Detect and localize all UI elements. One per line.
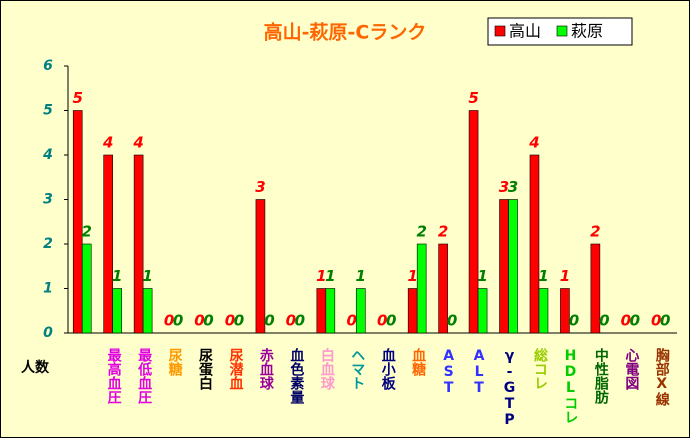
bar <box>72 110 83 334</box>
x-tick-label: 総コレ <box>532 347 548 390</box>
value-label: 0 <box>173 312 183 330</box>
x-tick-label: 最低血圧 <box>136 347 153 405</box>
value-label: 0 <box>377 312 387 330</box>
value-label: 0 <box>599 312 609 330</box>
value-label: 1 <box>560 267 570 285</box>
bar <box>81 243 92 334</box>
bar <box>255 199 266 334</box>
x-tick-label: 尿蛋白 <box>197 348 213 391</box>
value-label: 1 <box>142 267 152 285</box>
x-tick-label: 最高血圧 <box>106 347 122 405</box>
y-tick-label: 3 <box>43 192 53 208</box>
value-label: 3 <box>508 178 518 196</box>
value-label: 2 <box>82 223 92 241</box>
bar <box>477 288 488 334</box>
bar <box>112 288 122 334</box>
value-label: 1 <box>325 267 335 285</box>
x-tick-label: γ-GTP <box>502 348 518 428</box>
value-label: 1 <box>356 267 366 285</box>
x-tick-label: 血糖 <box>410 347 426 377</box>
value-label: 3 <box>499 178 509 196</box>
x-tick-label: 中性脂肪 <box>593 347 610 405</box>
x-tick-label: 血色素量 <box>288 347 304 405</box>
x-tick-label: HDLコレ <box>562 348 578 424</box>
value-label: 4 <box>102 134 113 152</box>
x-tick-label: 胸部X線 <box>654 347 670 407</box>
y-tick-label: 1 <box>43 281 53 297</box>
value-label: 0 <box>630 312 640 330</box>
x-tick-label: ヘマト <box>349 348 365 390</box>
value-label: 4 <box>132 134 143 152</box>
y-tick-label: 5 <box>43 103 53 119</box>
value-label: 0 <box>651 312 661 330</box>
x-tick-label: AST <box>441 348 457 396</box>
value-label: 0 <box>386 312 396 330</box>
value-label: 0 <box>164 312 174 330</box>
y-tick-label: 0 <box>43 325 53 341</box>
bar <box>529 154 540 334</box>
bar <box>590 243 601 334</box>
value-label: 1 <box>316 267 326 285</box>
legend-label: 高山 <box>509 22 541 41</box>
x-tick-label: 尿糖 <box>167 348 183 377</box>
value-label: 0 <box>660 312 670 330</box>
value-label: 0 <box>264 312 274 330</box>
value-label: 0 <box>295 312 305 330</box>
bar <box>355 288 366 334</box>
bar <box>316 288 327 334</box>
value-label: 1 <box>477 267 487 285</box>
bar <box>407 288 418 334</box>
value-label: 1 <box>407 267 417 285</box>
x-tick-label: 白血球 <box>319 347 335 391</box>
x-tick-label: 血小板 <box>380 347 396 391</box>
value-label: 0 <box>234 312 244 330</box>
value-label: 0 <box>569 312 579 330</box>
value-label: 0 <box>347 312 357 330</box>
bar <box>538 288 549 334</box>
value-label: 0 <box>194 312 204 330</box>
bar <box>416 243 427 334</box>
value-label: 3 <box>255 178 265 196</box>
legend-swatch <box>494 25 506 37</box>
value-label: 4 <box>528 134 539 152</box>
y-tick-label: 6 <box>43 58 53 74</box>
y-tick-label: 2 <box>43 236 53 252</box>
legend-label: 萩原 <box>571 22 603 41</box>
value-label: 1 <box>538 267 548 285</box>
axis-label: 人数 <box>21 359 50 376</box>
value-label: 0 <box>621 312 631 330</box>
value-label: 2 <box>438 223 448 241</box>
bar <box>133 154 144 334</box>
bar <box>468 110 479 334</box>
value-label: 0 <box>447 312 457 330</box>
value-label: 0 <box>286 312 296 330</box>
y-tick-label: 4 <box>42 147 53 163</box>
x-tick-label: 心電図 <box>623 348 639 391</box>
value-label: 1 <box>112 267 122 285</box>
x-tick-label: 尿潜血 <box>227 348 243 390</box>
chart-title: 高山-萩原-Cランク <box>264 21 427 44</box>
value-label: 5 <box>73 89 83 107</box>
x-tick-label: 赤血球 <box>258 348 274 391</box>
bar <box>325 288 336 334</box>
bar <box>438 243 448 334</box>
value-label: 0 <box>225 312 235 330</box>
bar <box>499 199 509 334</box>
value-label: 5 <box>468 89 478 107</box>
legend-swatch <box>556 25 568 37</box>
value-label: 2 <box>416 223 426 241</box>
value-label: 2 <box>590 223 600 241</box>
bar <box>142 288 153 334</box>
value-label: 0 <box>203 312 213 330</box>
x-tick-label: ALT <box>471 348 487 396</box>
bar <box>560 288 570 334</box>
bar <box>508 199 518 334</box>
bar <box>103 154 113 334</box>
